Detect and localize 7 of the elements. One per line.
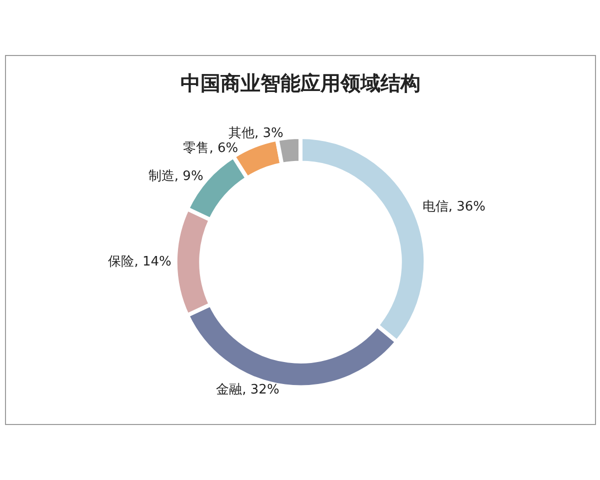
slice-label: 金融, 32% [216,382,280,398]
chart-title: 中国商业智能应用领域结构 [180,71,420,95]
slice-label: 零售, 6% [183,141,238,156]
slice-label: 电信, 36% [422,200,486,215]
slice-label: 其他, 3% [228,126,284,142]
slice-label: 制造, 9% [148,169,204,184]
slice-label: 保险, 14% [108,254,172,270]
